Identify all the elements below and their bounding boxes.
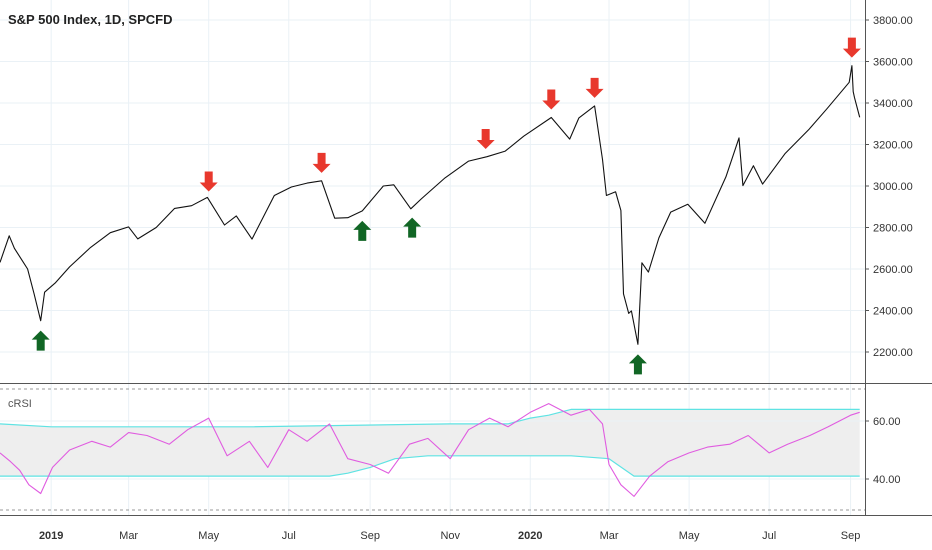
crsi-line: [0, 403, 860, 497]
crsi-axis-label: 40.00: [873, 474, 901, 486]
crsi-axis-label: 60.00: [873, 416, 901, 428]
arrow-down-icon: [312, 152, 331, 173]
price-axis-label: 3200.00: [873, 140, 913, 152]
price-line: [0, 65, 861, 345]
time-axis-label: Mar: [119, 530, 138, 542]
crsi-lower-band-line: [0, 455, 860, 477]
time-axis-label: 2019: [39, 530, 63, 542]
arrow-down-icon: [476, 129, 495, 150]
price-axis-label: 3400.00: [873, 98, 913, 110]
time-axis-label: Sep: [360, 530, 380, 542]
time-axis-label: 2020: [518, 530, 542, 542]
arrow-down-icon: [585, 77, 604, 98]
crsi-upper-band-line: [0, 408, 860, 428]
time-axis-label: May: [679, 530, 700, 542]
crsi-band-fill: [0, 409, 860, 477]
price-axis-label: 3600.00: [873, 57, 913, 69]
time-axis-label: Sep: [841, 530, 861, 542]
arrow-up-icon: [628, 354, 647, 375]
arrow-down-icon: [542, 89, 561, 110]
arrow-down-icon: [842, 37, 861, 58]
price-axis-label: 3800.00: [873, 15, 913, 27]
price-axis-label: 2800.00: [873, 223, 913, 235]
arrow-down-icon: [199, 171, 218, 192]
time-axis-label: Jul: [282, 530, 296, 542]
arrow-up-icon: [403, 217, 422, 238]
crsi-pane-label: cRSI: [8, 398, 32, 410]
price-axis-label: 2200.00: [873, 347, 913, 359]
arrow-up-icon: [31, 330, 50, 351]
time-axis-label: May: [198, 530, 219, 542]
time-axis-label: Mar: [600, 530, 619, 542]
chart-title: S&P 500 Index, 1D, SPCFD: [8, 12, 173, 27]
price-axis-label: 2600.00: [873, 264, 913, 276]
arrow-up-icon: [353, 220, 372, 241]
time-axis-label: Nov: [440, 530, 460, 542]
price-axis-label: 2400.00: [873, 306, 913, 318]
price-axis-label: 3000.00: [873, 181, 913, 193]
time-axis-label: Jul: [762, 530, 776, 542]
